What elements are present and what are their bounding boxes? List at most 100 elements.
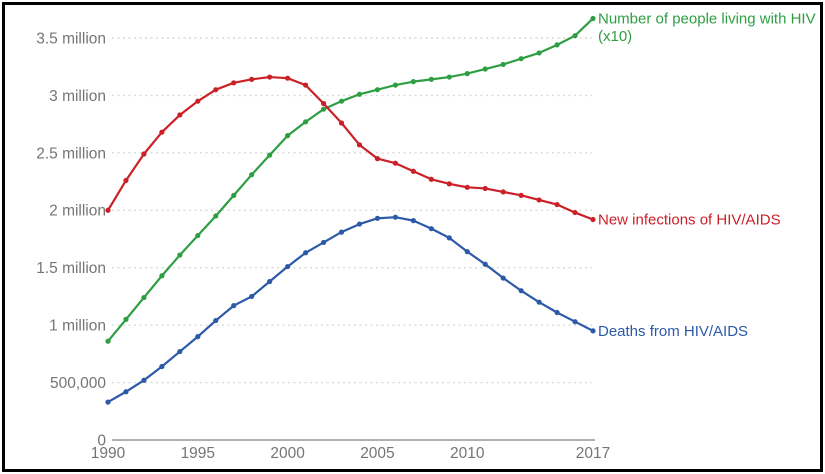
data-point bbox=[572, 209, 578, 216]
data-point bbox=[302, 250, 309, 256]
data-point bbox=[249, 172, 255, 178]
data-point bbox=[590, 15, 596, 22]
data-point bbox=[159, 363, 165, 370]
data-point bbox=[123, 177, 129, 184]
data-point bbox=[374, 87, 381, 93]
data-point bbox=[285, 133, 291, 139]
data-point bbox=[392, 214, 399, 220]
data-point bbox=[518, 56, 524, 62]
data-point bbox=[446, 235, 452, 241]
data-point bbox=[213, 213, 219, 219]
data-point bbox=[159, 273, 165, 279]
data-point bbox=[231, 192, 237, 198]
y-tick-label: 1 million bbox=[49, 318, 106, 335]
series-line-2 bbox=[107, 216, 594, 404]
y-tick-label: 3.5 million bbox=[36, 30, 106, 47]
data-point bbox=[177, 252, 183, 258]
data-point bbox=[356, 91, 363, 97]
data-point bbox=[500, 275, 506, 281]
data-point bbox=[464, 249, 470, 255]
data-point bbox=[482, 185, 488, 192]
data-point bbox=[356, 221, 363, 227]
data-point bbox=[320, 100, 327, 107]
y-tick-label: 0 bbox=[97, 432, 106, 449]
data-point bbox=[374, 215, 381, 221]
y-tick-label: 2.5 million bbox=[36, 145, 106, 162]
data-point bbox=[554, 309, 560, 316]
data-point bbox=[338, 98, 345, 104]
data-point bbox=[572, 319, 578, 325]
data-point bbox=[338, 229, 345, 235]
data-point bbox=[231, 80, 237, 86]
series-label: Deaths from HIV/AIDS bbox=[598, 323, 748, 340]
series-label: Number of people living with HIV bbox=[598, 10, 816, 27]
data-point bbox=[195, 232, 201, 239]
data-point bbox=[536, 299, 542, 305]
data-point bbox=[159, 129, 165, 135]
data-point bbox=[428, 176, 434, 182]
data-point bbox=[338, 120, 345, 126]
data-point bbox=[500, 189, 506, 195]
data-point bbox=[249, 293, 255, 300]
data-point bbox=[590, 216, 596, 223]
data-point bbox=[392, 82, 399, 88]
y-tick-label: 1.5 million bbox=[36, 260, 106, 277]
data-point bbox=[482, 66, 488, 72]
data-point bbox=[482, 261, 488, 267]
data-point bbox=[195, 334, 201, 340]
data-point bbox=[500, 61, 506, 68]
x-tick-label: 1995 bbox=[181, 445, 215, 462]
series-line-1 bbox=[107, 75, 594, 221]
data-point bbox=[249, 76, 255, 82]
data-point bbox=[410, 79, 416, 85]
data-point bbox=[231, 303, 237, 309]
series-line-0 bbox=[107, 17, 594, 342]
data-point bbox=[177, 112, 183, 118]
data-point bbox=[410, 218, 416, 224]
data-point bbox=[410, 168, 416, 174]
data-point bbox=[320, 239, 327, 246]
data-point bbox=[392, 160, 399, 166]
data-point bbox=[446, 181, 452, 187]
data-point bbox=[267, 74, 273, 80]
data-point bbox=[213, 87, 219, 93]
data-point bbox=[428, 226, 434, 232]
data-point bbox=[267, 278, 273, 285]
data-point bbox=[302, 82, 309, 88]
data-point bbox=[374, 156, 381, 162]
y-tick-label: 2 million bbox=[49, 203, 106, 220]
data-point bbox=[177, 348, 183, 355]
data-point bbox=[464, 71, 470, 77]
y-tick-label: 500,000 bbox=[50, 375, 106, 392]
data-point bbox=[536, 50, 542, 56]
series-label: (x10) bbox=[598, 28, 632, 45]
data-point bbox=[518, 288, 524, 294]
y-tick-label: 3 million bbox=[49, 88, 106, 105]
x-tick-label: 2000 bbox=[270, 445, 305, 462]
data-point bbox=[554, 42, 560, 48]
data-point bbox=[302, 119, 309, 125]
data-point bbox=[518, 192, 524, 198]
data-point bbox=[428, 76, 434, 82]
data-point bbox=[554, 201, 560, 208]
data-point bbox=[320, 106, 327, 112]
data-point bbox=[285, 263, 291, 270]
x-tick-label: 2005 bbox=[360, 445, 394, 462]
data-point bbox=[123, 389, 129, 395]
data-point bbox=[105, 207, 111, 213]
data-point bbox=[105, 399, 111, 405]
data-point bbox=[141, 377, 147, 383]
x-tick-label: 1990 bbox=[91, 445, 126, 462]
data-point bbox=[195, 98, 201, 104]
series-label: New infections of HIV/AIDS bbox=[598, 211, 781, 228]
data-point bbox=[267, 152, 273, 158]
data-point bbox=[213, 317, 219, 324]
x-tick-label: 2010 bbox=[450, 445, 485, 462]
data-point bbox=[572, 33, 578, 39]
data-point bbox=[446, 74, 452, 80]
data-point bbox=[141, 151, 147, 157]
data-point bbox=[356, 142, 363, 148]
data-point bbox=[141, 294, 147, 301]
data-point bbox=[464, 184, 470, 190]
